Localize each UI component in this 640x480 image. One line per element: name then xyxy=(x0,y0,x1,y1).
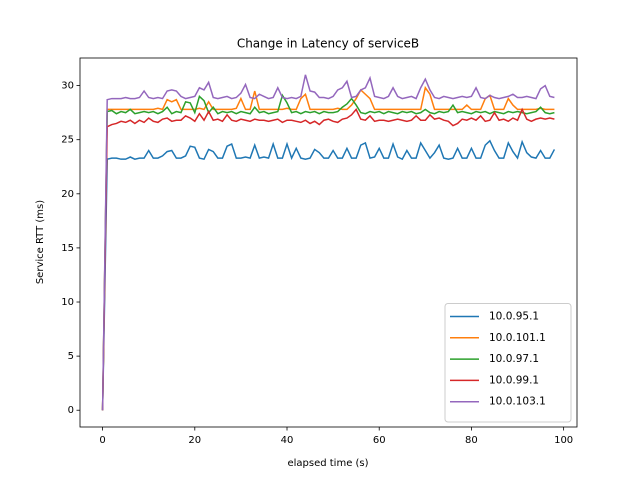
y-tick-label: 20 xyxy=(61,189,74,200)
series-line xyxy=(101,74,555,411)
y-tick-label: 25 xyxy=(61,135,74,146)
x-tick-label: 60 xyxy=(373,435,386,446)
legend-label: 10.0.99.1 xyxy=(489,374,539,386)
y-tick-label: 10 xyxy=(61,297,74,308)
series-line xyxy=(101,139,556,411)
x-tick-label: 80 xyxy=(465,435,478,446)
x-tick-label: 20 xyxy=(188,435,201,446)
series-line xyxy=(101,85,555,411)
legend-label: 10.0.103.1 xyxy=(489,396,546,408)
chart-title: Change in Latency of serviceB xyxy=(237,37,419,51)
x-axis-label: elapsed time (s) xyxy=(287,458,368,469)
plot-frame xyxy=(79,57,578,428)
x-tick-label: 0 xyxy=(99,435,105,446)
y-tick-label: 5 xyxy=(68,351,74,362)
y-tick-label: 0 xyxy=(68,405,74,416)
y-axis-label: Service RTT (ms) xyxy=(35,200,46,284)
legend-label: 10.0.101.1 xyxy=(489,332,546,344)
y-tick-label: 15 xyxy=(61,243,74,254)
series-line xyxy=(101,93,555,411)
legend-box xyxy=(444,303,572,423)
y-tick-label: 30 xyxy=(61,81,74,92)
legend-label: 10.0.97.1 xyxy=(489,353,539,365)
series-line xyxy=(101,107,555,411)
x-tick-label: 100 xyxy=(554,435,573,446)
legend-label: 10.0.95.1 xyxy=(489,311,539,323)
x-tick-label: 40 xyxy=(281,435,294,446)
